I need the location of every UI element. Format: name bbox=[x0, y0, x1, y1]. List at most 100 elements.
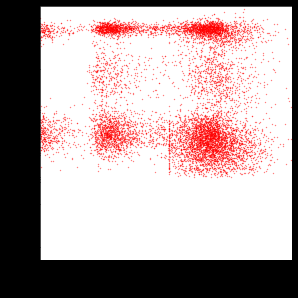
Point bbox=[127, 30, 131, 35]
Point bbox=[194, 122, 198, 127]
Point bbox=[242, 149, 247, 154]
Point bbox=[227, 32, 232, 37]
Point bbox=[202, 153, 207, 158]
Point bbox=[209, 144, 214, 148]
Point bbox=[219, 23, 224, 27]
Point bbox=[102, 119, 107, 124]
Point bbox=[190, 57, 195, 62]
Point bbox=[96, 25, 100, 30]
Point bbox=[231, 98, 236, 103]
Point bbox=[160, 27, 164, 32]
Point bbox=[38, 144, 43, 149]
Point bbox=[203, 37, 208, 41]
Point bbox=[210, 25, 215, 30]
Point bbox=[216, 76, 221, 81]
Point bbox=[122, 135, 127, 140]
Point bbox=[213, 137, 218, 142]
Point bbox=[203, 148, 207, 153]
Point bbox=[229, 38, 234, 43]
Point bbox=[207, 150, 212, 155]
Point bbox=[213, 18, 218, 23]
Point bbox=[209, 29, 214, 33]
Point bbox=[222, 27, 227, 32]
Point bbox=[198, 63, 202, 68]
Point bbox=[212, 21, 217, 26]
Point bbox=[133, 136, 138, 140]
Point bbox=[214, 138, 219, 142]
Point bbox=[198, 23, 202, 27]
Point bbox=[221, 168, 226, 173]
Point bbox=[184, 129, 189, 134]
Point bbox=[166, 135, 171, 139]
Point bbox=[168, 29, 173, 34]
Point bbox=[192, 171, 197, 176]
Point bbox=[216, 28, 221, 32]
Point bbox=[194, 62, 198, 67]
Point bbox=[229, 139, 234, 144]
Point bbox=[214, 27, 219, 31]
Point bbox=[221, 27, 226, 32]
Point bbox=[189, 148, 194, 153]
Point bbox=[124, 24, 128, 28]
Point bbox=[201, 124, 206, 129]
Point bbox=[237, 24, 242, 29]
Point bbox=[189, 23, 193, 28]
Point bbox=[203, 139, 208, 144]
Point bbox=[158, 70, 162, 74]
Point bbox=[173, 134, 178, 139]
Point bbox=[115, 17, 120, 22]
Point bbox=[238, 132, 242, 137]
Point bbox=[118, 29, 123, 34]
Point bbox=[202, 26, 207, 31]
Point bbox=[235, 145, 240, 150]
Point bbox=[111, 129, 115, 134]
Point bbox=[186, 28, 190, 33]
Point bbox=[197, 16, 202, 21]
Point bbox=[143, 63, 148, 67]
Point bbox=[210, 131, 215, 135]
Point bbox=[136, 28, 141, 32]
Point bbox=[200, 140, 204, 145]
Point bbox=[143, 27, 148, 32]
Point bbox=[205, 25, 210, 30]
Point bbox=[224, 111, 229, 116]
Point bbox=[196, 169, 201, 174]
Point bbox=[106, 82, 111, 87]
Point bbox=[227, 163, 232, 168]
Point bbox=[93, 139, 98, 143]
Point bbox=[234, 140, 238, 145]
Point bbox=[100, 139, 105, 143]
Point bbox=[228, 162, 233, 167]
Point bbox=[189, 32, 194, 36]
Point bbox=[249, 104, 254, 109]
Point bbox=[229, 30, 233, 35]
Point bbox=[94, 63, 99, 67]
Point bbox=[118, 128, 123, 132]
Point bbox=[111, 144, 116, 148]
Point bbox=[247, 81, 252, 86]
Point bbox=[103, 130, 108, 135]
Point bbox=[97, 26, 102, 30]
Point bbox=[41, 26, 46, 31]
Point bbox=[188, 135, 193, 140]
Point bbox=[225, 118, 230, 122]
Point bbox=[125, 119, 129, 124]
Point bbox=[50, 139, 55, 144]
Point bbox=[99, 103, 103, 108]
Point bbox=[243, 54, 248, 59]
Point bbox=[228, 19, 233, 24]
Point bbox=[187, 158, 192, 163]
Point bbox=[194, 146, 199, 151]
Point bbox=[213, 24, 218, 29]
Point bbox=[209, 132, 214, 137]
Point bbox=[203, 144, 208, 149]
Point bbox=[112, 28, 117, 33]
Point bbox=[207, 119, 211, 124]
Point bbox=[120, 139, 125, 143]
Point bbox=[165, 28, 170, 33]
Point bbox=[152, 24, 156, 29]
Point bbox=[182, 25, 187, 30]
Point bbox=[239, 132, 244, 137]
Point bbox=[209, 29, 214, 34]
Point bbox=[182, 30, 187, 35]
